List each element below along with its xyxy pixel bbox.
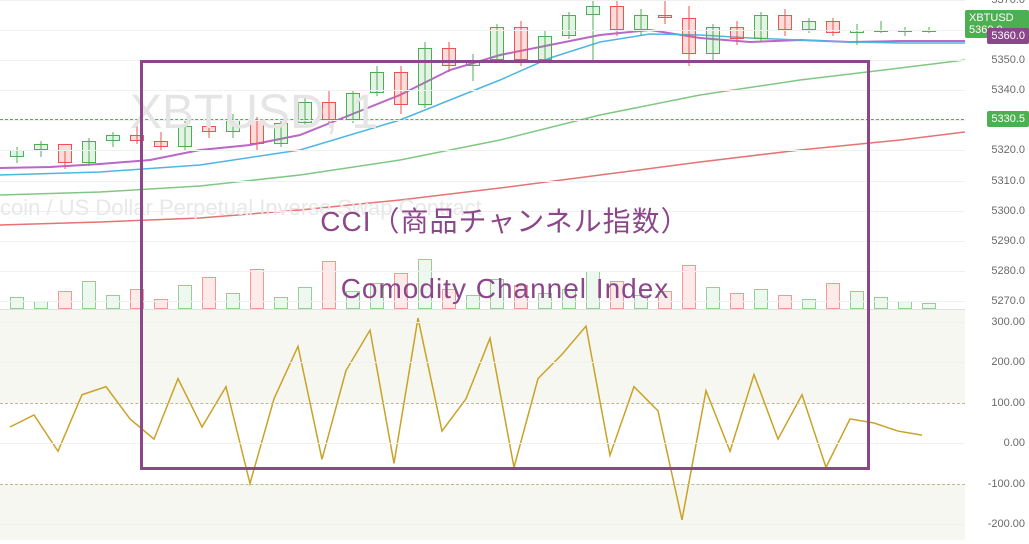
cci-tick-label: -200.00 [988, 518, 1025, 530]
cci-tick-label: 100.00 [991, 397, 1025, 409]
last-price-tag: 5360.0 [987, 28, 1029, 44]
cci-tick-label: -100.00 [988, 478, 1025, 490]
cci-tick-label: 0.00 [1004, 437, 1025, 449]
overlay-line2: Comodity Channel Index [143, 273, 867, 305]
y-axis: 5270.0 5280.0 5290.0 5300.0 5310.0 5320.0 5330… [965, 0, 1029, 544]
mid-price-tag: 5330.5 [987, 111, 1029, 127]
volume-bar [898, 301, 912, 309]
y-tick-label: 5350.0 [991, 54, 1025, 66]
y-tick-label: 5280.0 [991, 265, 1025, 277]
title-overlay: CCI（商品チャンネル指数） Comodity Channel Index [140, 60, 870, 470]
chart-container: XBTUSD, 1 coin / US Dollar Perpetual Inv… [0, 0, 965, 544]
volume-bar [106, 295, 120, 309]
volume-bar [34, 301, 48, 309]
y-tick-label: 5370.0 [991, 0, 1025, 6]
y-tick-label: 5310.0 [991, 175, 1025, 187]
volume-bar [874, 297, 888, 309]
volume-bar [922, 303, 936, 309]
volume-bar [82, 281, 96, 309]
cci-fill-lower [0, 484, 965, 541]
overlay-line1: CCI（商品チャンネル指数） [143, 200, 867, 240]
volume-bar [10, 297, 24, 309]
y-tick-label: 5320.0 [991, 144, 1025, 156]
cci-tick-label: 200.00 [991, 356, 1025, 368]
y-tick-label: 5340.0 [991, 84, 1025, 96]
y-tick-label: 5290.0 [991, 235, 1025, 247]
cci-tick-label: 300.00 [991, 316, 1025, 328]
y-tick-label: 5270.0 [991, 295, 1025, 307]
y-tick-label: 5300.0 [991, 205, 1025, 217]
